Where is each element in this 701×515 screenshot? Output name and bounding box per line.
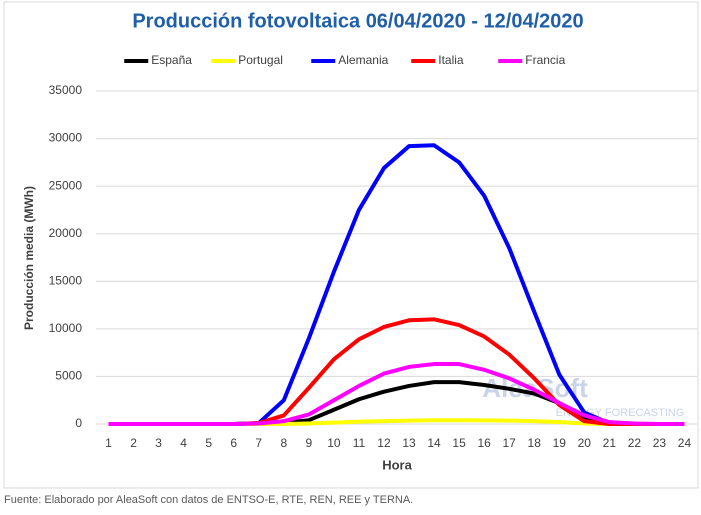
x-tick-label: 9 bbox=[306, 436, 313, 450]
x-axis-label: Hora bbox=[382, 457, 412, 472]
x-tick-label: 15 bbox=[452, 436, 466, 450]
x-tick-label: 1 bbox=[105, 436, 112, 450]
x-tick-label: 14 bbox=[427, 436, 441, 450]
legend-label: Francia bbox=[525, 53, 565, 67]
legend-label: Alemania bbox=[338, 53, 388, 67]
x-tick-label: 19 bbox=[553, 436, 567, 450]
y-tick-label: 30000 bbox=[49, 131, 83, 145]
x-tick-label: 11 bbox=[353, 436, 366, 450]
y-tick-label: 0 bbox=[75, 416, 82, 430]
chart-title: Producción fotovoltaica 06/04/2020 - 12/… bbox=[132, 10, 583, 32]
y-tick-label: 35000 bbox=[49, 83, 83, 97]
x-tick-label: 17 bbox=[503, 436, 517, 450]
x-tick-label: 21 bbox=[603, 436, 617, 450]
legend-label: España bbox=[151, 53, 192, 67]
x-tick-label: 20 bbox=[578, 436, 592, 450]
y-tick-label: 15000 bbox=[49, 273, 83, 287]
x-tick-label: 22 bbox=[628, 436, 642, 450]
x-tick-label: 12 bbox=[377, 436, 391, 450]
x-tick-label: 5 bbox=[205, 436, 212, 450]
legend-label: Italia bbox=[438, 53, 464, 67]
x-tick-label: 3 bbox=[155, 436, 162, 450]
x-tick-label: 8 bbox=[280, 436, 287, 450]
y-tick-label: 20000 bbox=[49, 226, 83, 240]
x-tick-label: 7 bbox=[255, 436, 262, 450]
x-tick-label: 10 bbox=[327, 436, 341, 450]
x-tick-label: 16 bbox=[477, 436, 491, 450]
series-line bbox=[108, 362, 685, 426]
y-tick-label: 25000 bbox=[49, 178, 83, 192]
y-tick-label: 5000 bbox=[55, 369, 82, 383]
y-axis-label: Producción media (MWh) bbox=[22, 186, 36, 330]
y-tick-label: 10000 bbox=[49, 321, 83, 335]
x-tick-label: 23 bbox=[653, 436, 667, 450]
x-tick-label: 13 bbox=[402, 436, 416, 450]
x-tick-label: 6 bbox=[230, 436, 237, 450]
x-tick-label: 4 bbox=[180, 436, 187, 450]
x-tick-label: 24 bbox=[678, 436, 692, 450]
x-tick-label: 2 bbox=[130, 436, 137, 450]
x-tick-label: 18 bbox=[528, 436, 542, 450]
legend-label: Portugal bbox=[238, 53, 283, 67]
source-note: Fuente: Elaborado por AleaSoft con datos… bbox=[4, 494, 413, 506]
